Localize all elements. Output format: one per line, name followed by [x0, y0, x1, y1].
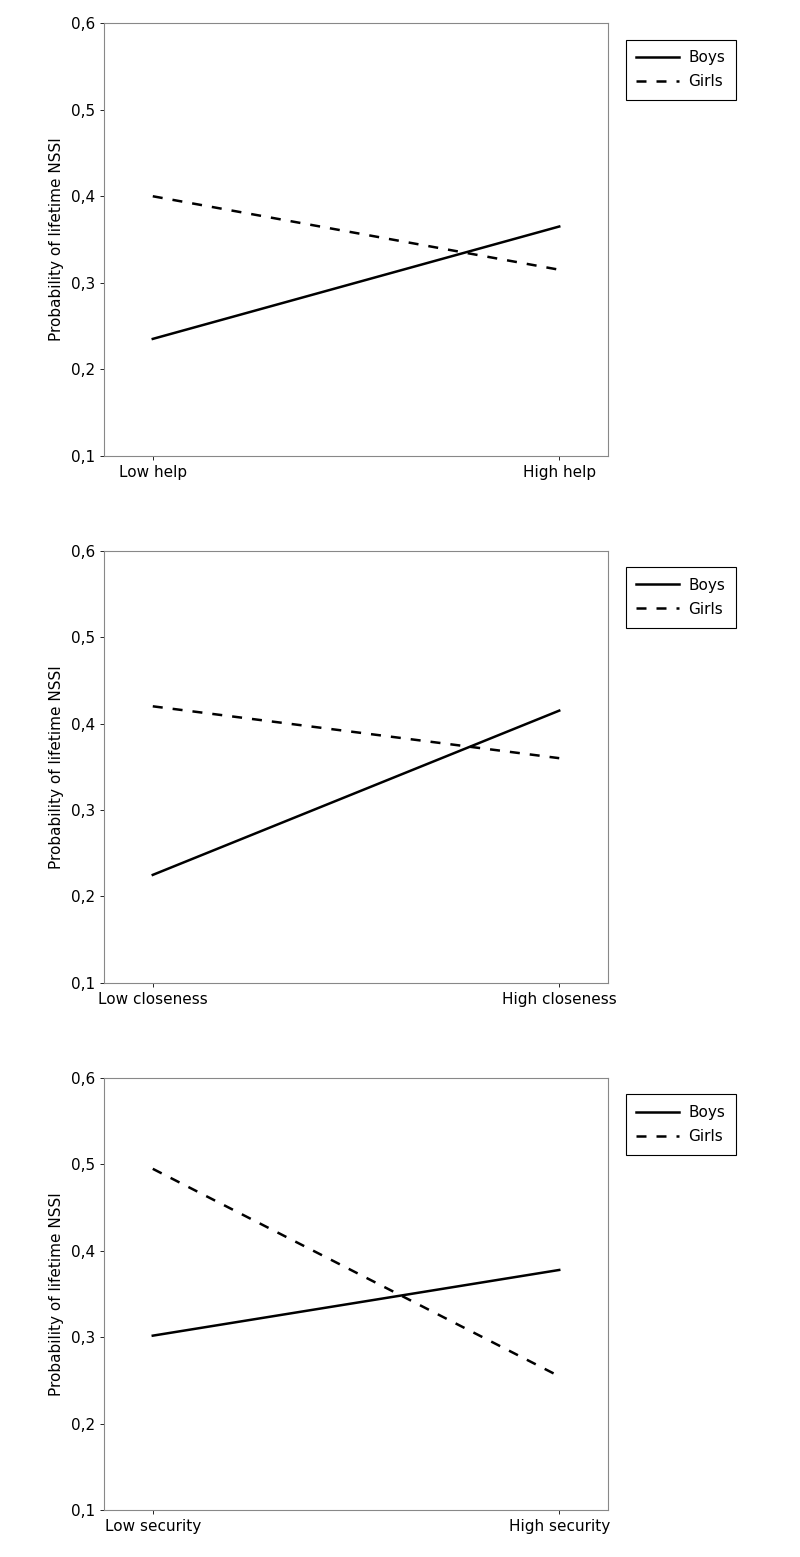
Y-axis label: Probability of lifetime NSSI: Probability of lifetime NSSI	[49, 1193, 64, 1397]
Legend: Boys, Girls: Boys, Girls	[626, 39, 736, 100]
Y-axis label: Probability of lifetime NSSI: Probability of lifetime NSSI	[49, 137, 64, 341]
Legend: Boys, Girls: Boys, Girls	[626, 1095, 736, 1155]
Legend: Boys, Girls: Boys, Girls	[626, 567, 736, 627]
Y-axis label: Probability of lifetime NSSI: Probability of lifetime NSSI	[49, 665, 64, 869]
